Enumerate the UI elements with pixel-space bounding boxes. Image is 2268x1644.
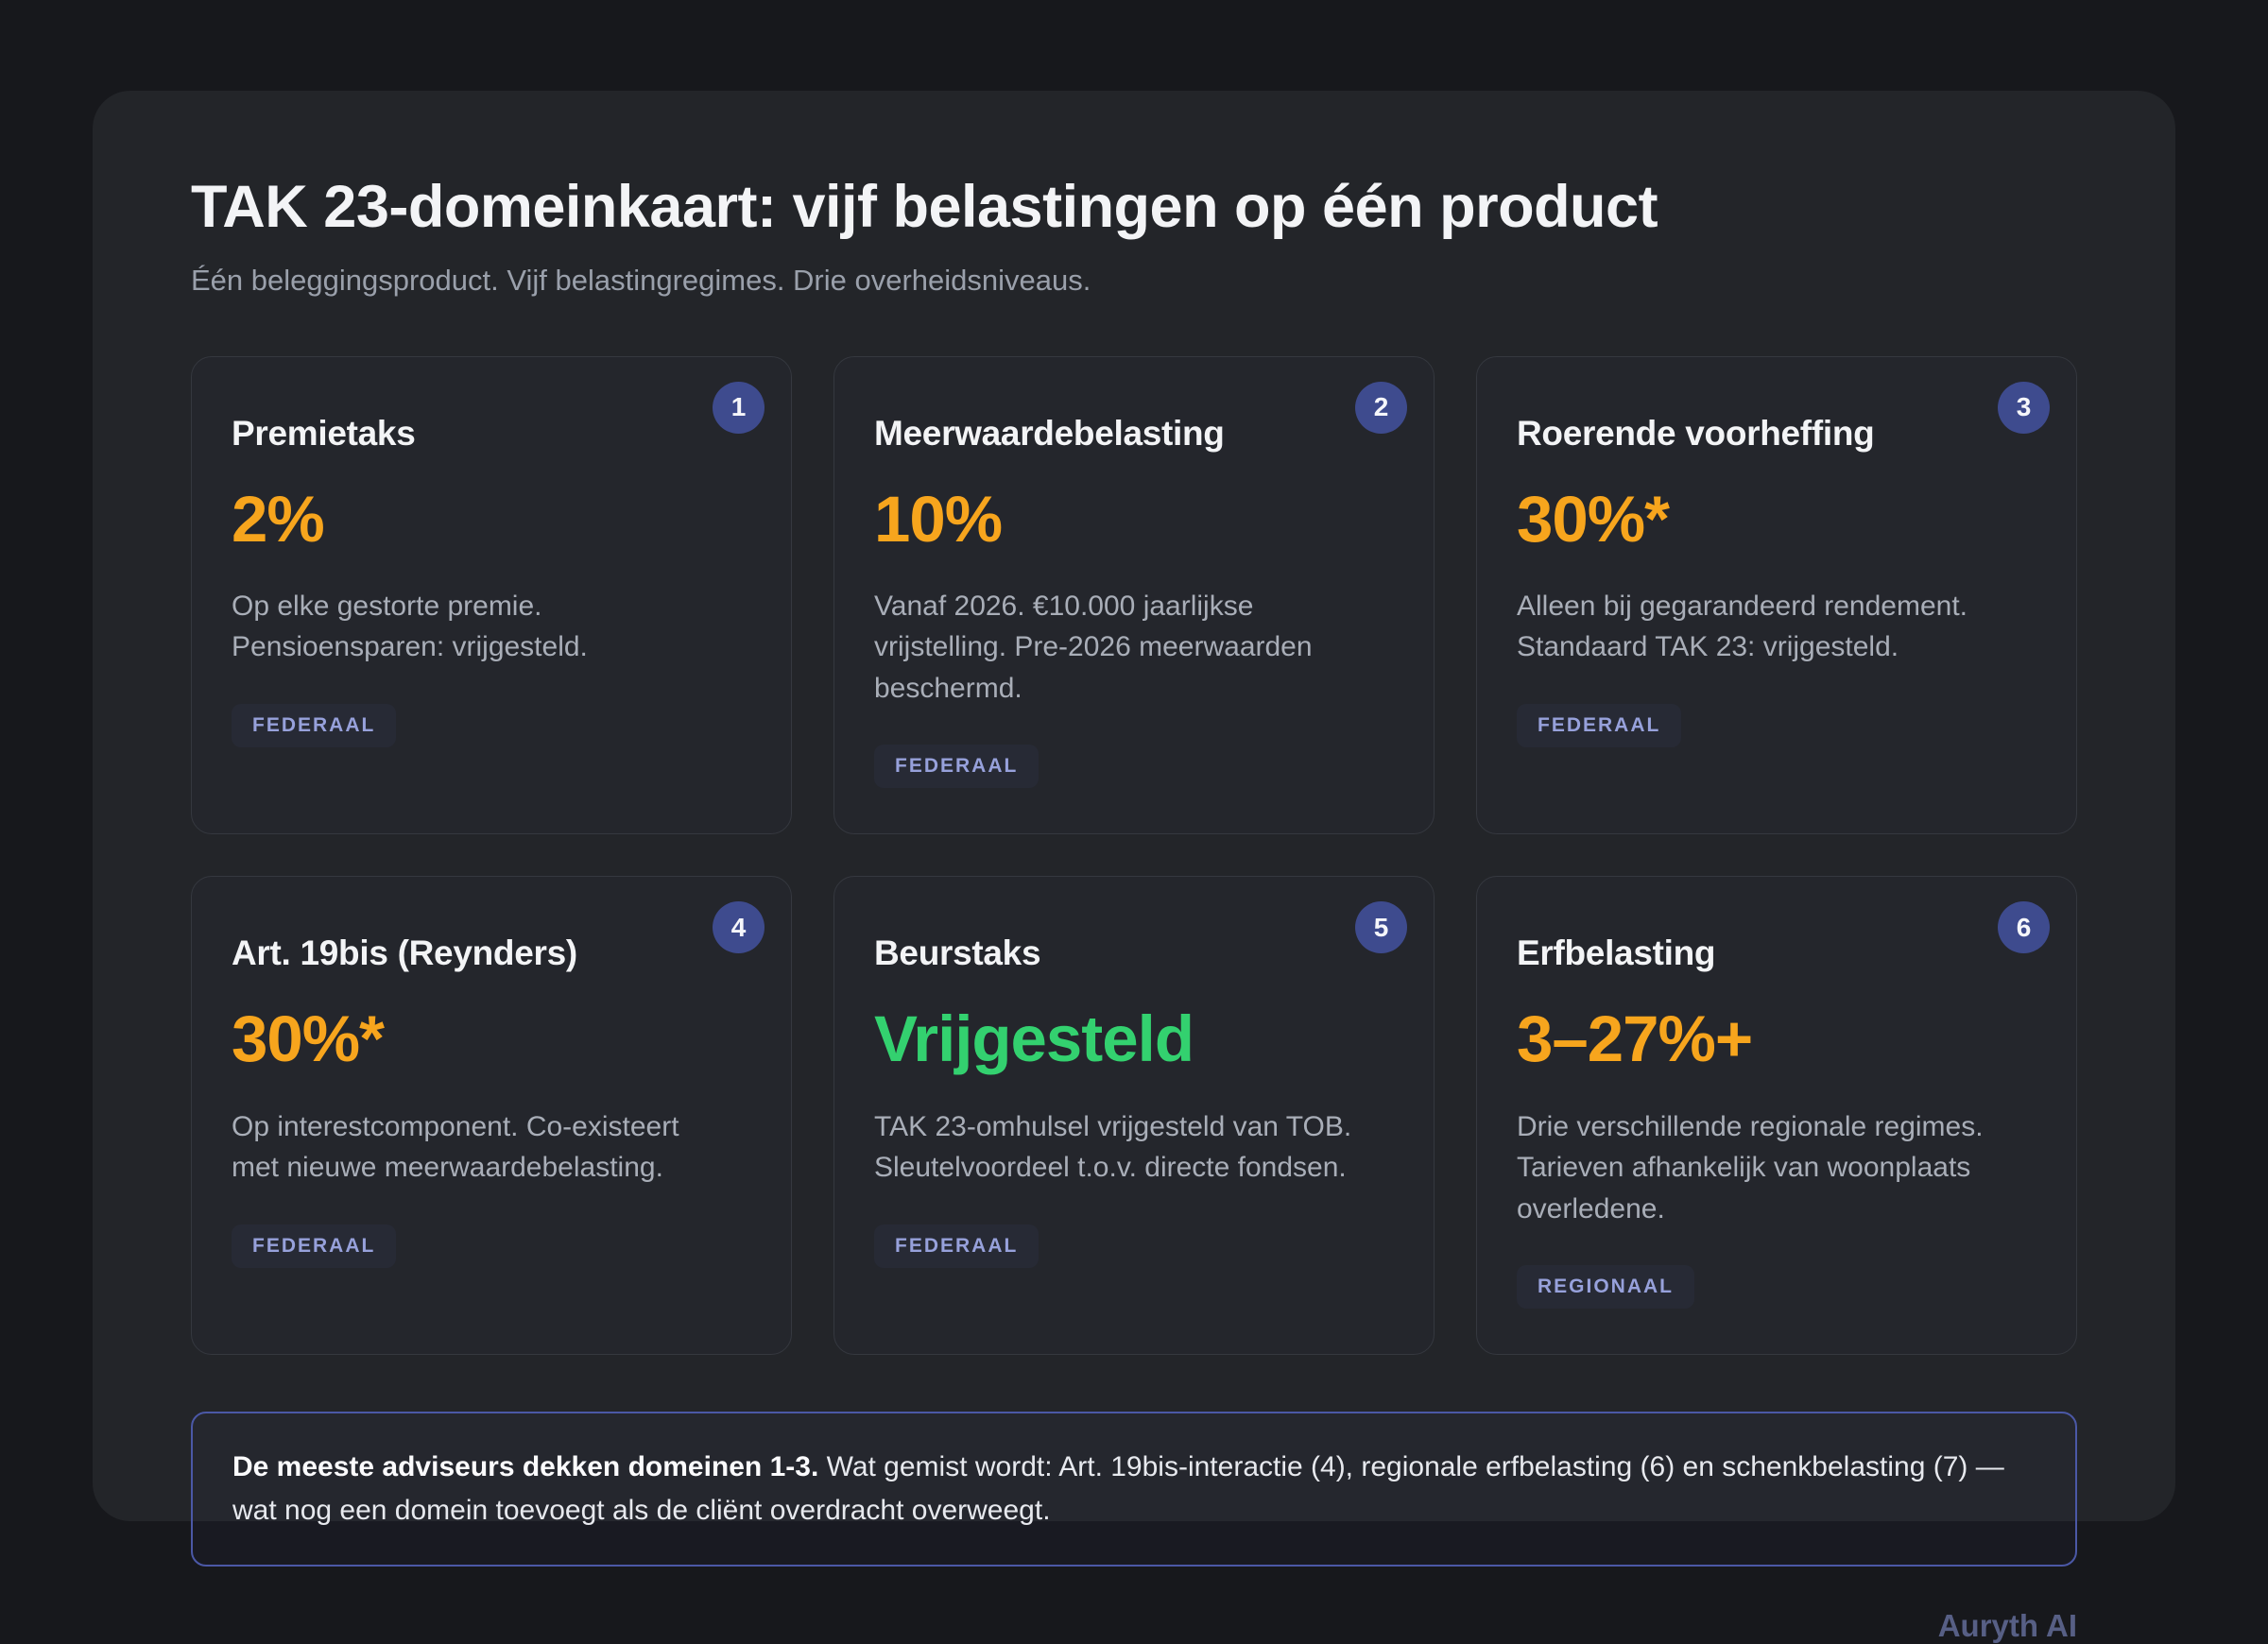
- card-value: 10%: [874, 482, 1003, 556]
- advisor-note-body: Wat gemist wordt: Art. 19bis-interactie …: [232, 1451, 2004, 1527]
- level-badge-federaal: FEDERAAL: [1517, 703, 1682, 747]
- card-number-badge: 5: [1355, 901, 1407, 954]
- card-beurstaks: 5 Beurstaks Vrijgesteld TAK 23-omhulsel …: [833, 876, 1435, 1356]
- card-description: Op elke gestorte premie. Pensioensparen:…: [232, 590, 588, 663]
- level-badge-federaal: FEDERAAL: [232, 1224, 397, 1268]
- page-subtitle: Één beleggingsproduct. Vijf belastingreg…: [191, 263, 1091, 297]
- card-title: Roerende voorheffing: [1517, 413, 1875, 453]
- page-title: TAK 23-domeinkaart: vijf belastingen op …: [191, 174, 1658, 240]
- brand-label: Auryth AI: [1937, 1607, 2077, 1643]
- card-title: Meerwaardebelasting: [874, 413, 1225, 453]
- level-badge-federaal: FEDERAAL: [232, 703, 397, 747]
- card-title: Beurstaks: [874, 933, 1041, 973]
- slide-container: TAK 23-domeinkaart: vijf belastingen op …: [93, 91, 2175, 1643]
- card-art-19bis: 4 Art. 19bis (Reynders) 30%* Op interest…: [191, 876, 792, 1356]
- card-description: Alleen bij gegarandeerd rendement. Stand…: [1517, 590, 1967, 663]
- level-badge-federaal: FEDERAAL: [874, 745, 1040, 789]
- card-description: Vanaf 2026. €10.000 jaarlijkse vrijstell…: [874, 590, 1313, 704]
- card-value: 30%*: [232, 1002, 385, 1076]
- card-number-badge: 4: [713, 901, 765, 954]
- card-description: TAK 23-omhulsel vrijgesteld van TOB. Sle…: [874, 1110, 1352, 1184]
- card-description: Op interestcomponent. Co-existeert met n…: [232, 1110, 679, 1184]
- card-value: Vrijgesteld: [874, 1002, 1194, 1076]
- card-description: Drie verschillende regionale regimes. Ta…: [1517, 1110, 1984, 1224]
- card-title: Art. 19bis (Reynders): [232, 933, 577, 973]
- advisor-note-lead: De meeste adviseurs dekken domeinen 1-3.: [232, 1451, 819, 1483]
- card-title: Premietaks: [232, 413, 416, 453]
- card-premietaks: 1 Premietaks 2% Op elke gestorte premie.…: [191, 355, 792, 835]
- card-number-badge: 3: [1998, 381, 2050, 434]
- card-value: 3–27%+: [1517, 1002, 1753, 1076]
- card-number-badge: 1: [713, 381, 765, 434]
- tax-cards-grid: 1 Premietaks 2% Op elke gestorte premie.…: [191, 355, 2077, 1356]
- card-value: 2%: [232, 482, 325, 556]
- card-erfbelasting: 6 Erfbelasting 3–27%+ Drie verschillende…: [1476, 876, 2077, 1356]
- level-badge-regionaal: REGIONAAL: [1517, 1265, 1694, 1310]
- level-badge-federaal: FEDERAAL: [874, 1224, 1040, 1268]
- card-number-badge: 2: [1355, 381, 1407, 434]
- card-value: 30%*: [1517, 482, 1670, 556]
- card-title: Erfbelasting: [1517, 933, 1716, 973]
- card-meerwaardebelasting: 2 Meerwaardebelasting 10% Vanaf 2026. €1…: [833, 355, 1435, 835]
- card-roerende-voorheffing: 3 Roerende voorheffing 30%* Alleen bij g…: [1476, 355, 2077, 835]
- card-number-badge: 6: [1998, 901, 2050, 954]
- advisor-note: De meeste adviseurs dekken domeinen 1-3.…: [191, 1412, 2077, 1567]
